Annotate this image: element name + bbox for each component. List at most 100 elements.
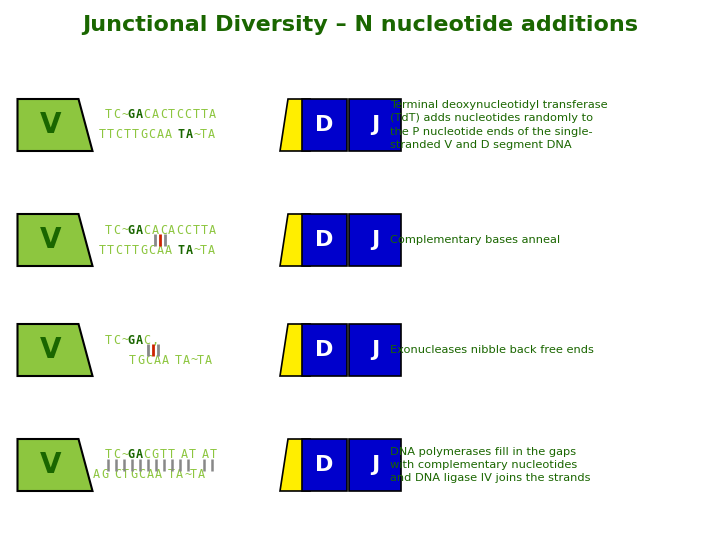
Polygon shape xyxy=(280,214,310,266)
Text: A: A xyxy=(147,469,154,482)
Text: A: A xyxy=(207,244,215,256)
Text: C: C xyxy=(143,449,150,462)
Text: T: T xyxy=(168,449,175,462)
Text: C: C xyxy=(113,334,120,347)
Text: T: T xyxy=(124,244,131,256)
Text: V: V xyxy=(40,451,62,479)
Text: A: A xyxy=(168,224,175,237)
Text: ~: ~ xyxy=(122,334,129,347)
Text: C: C xyxy=(176,224,184,237)
Text: T: T xyxy=(107,244,114,256)
Text: DNA polymerases fill in the gaps
with complementary nucleotides
and DNA ligase I: DNA polymerases fill in the gaps with co… xyxy=(390,447,590,483)
Text: T: T xyxy=(190,469,197,482)
Bar xyxy=(349,324,401,376)
Text: A: A xyxy=(198,469,205,482)
Text: T: T xyxy=(122,469,129,482)
Text: G: G xyxy=(140,244,147,256)
Text: D: D xyxy=(315,230,333,250)
Polygon shape xyxy=(17,324,92,376)
Text: V: V xyxy=(40,336,62,364)
Text: T: T xyxy=(168,109,175,122)
Text: G: G xyxy=(140,129,147,141)
Text: T: T xyxy=(201,224,208,237)
Bar xyxy=(302,324,347,376)
Text: A: A xyxy=(183,354,190,367)
Text: T: T xyxy=(132,129,139,141)
Text: G: G xyxy=(152,449,159,462)
Text: A: A xyxy=(162,354,169,367)
Bar xyxy=(349,99,401,151)
Text: C: C xyxy=(160,109,167,122)
Text: A: A xyxy=(135,449,143,462)
Text: C: C xyxy=(143,334,150,347)
Text: T: T xyxy=(168,469,175,482)
Bar xyxy=(349,439,401,491)
Text: ~: ~ xyxy=(122,449,129,462)
Text: T: T xyxy=(105,224,112,237)
Text: A: A xyxy=(209,109,216,122)
Text: C: C xyxy=(115,244,122,256)
Polygon shape xyxy=(280,324,310,376)
Bar xyxy=(302,99,347,151)
Text: C: C xyxy=(148,129,156,141)
Text: C: C xyxy=(113,109,120,122)
Text: T: T xyxy=(107,129,114,141)
Text: Exonucleases nibble back free ends: Exonucleases nibble back free ends xyxy=(390,345,594,355)
Text: T: T xyxy=(193,224,200,237)
Text: T: T xyxy=(210,449,217,462)
Text: A: A xyxy=(156,244,163,256)
Text: T: T xyxy=(197,354,204,367)
Text: T: T xyxy=(174,354,181,367)
Text: ~: ~ xyxy=(191,354,198,367)
Text: A: A xyxy=(165,129,172,141)
Text: T: T xyxy=(99,129,106,141)
Text: T: T xyxy=(105,449,112,462)
Bar xyxy=(302,214,347,266)
Polygon shape xyxy=(17,439,92,491)
Text: ~: ~ xyxy=(194,244,201,256)
Text: A: A xyxy=(202,449,209,462)
Polygon shape xyxy=(17,214,92,266)
Text: J: J xyxy=(371,340,379,360)
Text: G: G xyxy=(127,449,134,462)
Text: T: T xyxy=(177,244,184,256)
Polygon shape xyxy=(17,99,92,151)
Text: ~: ~ xyxy=(184,469,191,482)
Text: ~: ~ xyxy=(194,129,201,141)
Text: A: A xyxy=(207,129,215,141)
Text: A: A xyxy=(156,129,163,141)
Polygon shape xyxy=(280,439,310,491)
Text: A: A xyxy=(186,129,193,141)
Text: A: A xyxy=(152,109,159,122)
Text: T: T xyxy=(177,129,184,141)
Text: C: C xyxy=(145,354,153,367)
Text: J: J xyxy=(371,115,379,135)
Text: C: C xyxy=(113,449,120,462)
Text: ,: , xyxy=(152,334,159,347)
Text: G: G xyxy=(102,469,108,482)
Text: ~: ~ xyxy=(122,224,129,237)
Polygon shape xyxy=(280,99,310,151)
Text: C: C xyxy=(143,109,150,122)
Text: A: A xyxy=(176,469,183,482)
Text: A: A xyxy=(165,244,172,256)
Text: C: C xyxy=(138,469,145,482)
Text: C: C xyxy=(176,109,184,122)
Text: D: D xyxy=(315,115,333,135)
Text: G: G xyxy=(127,224,134,237)
Text: V: V xyxy=(40,226,62,254)
Text: G: G xyxy=(130,469,138,482)
Text: G: G xyxy=(138,354,144,367)
Text: Complementary bases anneal: Complementary bases anneal xyxy=(390,235,560,245)
Text: A: A xyxy=(135,224,143,237)
Text: T: T xyxy=(160,449,167,462)
Text: C: C xyxy=(143,224,150,237)
Text: C: C xyxy=(160,224,167,237)
Text: T: T xyxy=(199,129,207,141)
Text: T: T xyxy=(129,354,136,367)
Text: A: A xyxy=(186,244,193,256)
Text: C: C xyxy=(148,244,156,256)
Text: T: T xyxy=(124,129,131,141)
Text: D: D xyxy=(315,455,333,475)
Text: ~: ~ xyxy=(122,109,129,122)
